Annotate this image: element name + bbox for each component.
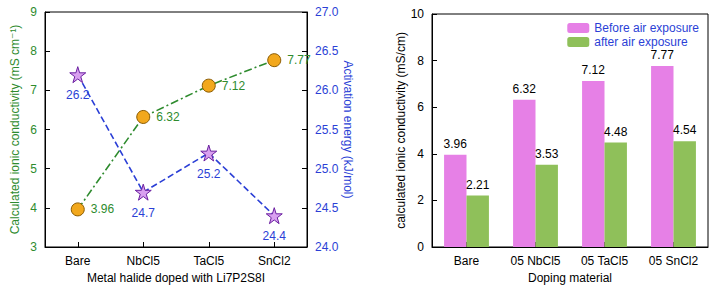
svg-text:24.5: 24.5 <box>315 201 339 215</box>
svg-text:7: 7 <box>30 83 37 97</box>
svg-text:calculated ionic conductivity: calculated ionic conductivity (mS/cm) <box>394 32 408 229</box>
svg-text:Calculated ionic conductivity: Calculated ionic conductivity (mS cm⁻¹) <box>8 25 22 235</box>
svg-text:7.12: 7.12 <box>222 79 246 93</box>
svg-text:2: 2 <box>417 193 424 207</box>
svg-text:24.7: 24.7 <box>132 206 156 220</box>
svg-text:7.12: 7.12 <box>582 63 606 77</box>
svg-text:3.96: 3.96 <box>444 137 468 151</box>
svg-text:Bare: Bare <box>454 254 480 268</box>
svg-text:Before air exposure: Before air exposure <box>594 21 699 35</box>
svg-text:4: 4 <box>30 201 37 215</box>
svg-text:10: 10 <box>411 7 425 21</box>
svg-text:24.0: 24.0 <box>315 240 339 254</box>
svg-text:9: 9 <box>30 5 37 19</box>
svg-text:26.0: 26.0 <box>315 83 339 97</box>
svg-text:7.77: 7.77 <box>651 48 675 62</box>
svg-text:26.2: 26.2 <box>66 88 90 102</box>
svg-text:8: 8 <box>417 54 424 68</box>
svg-text:24.4: 24.4 <box>263 229 287 243</box>
svg-text:4: 4 <box>417 147 424 161</box>
svg-text:3.53: 3.53 <box>535 147 559 161</box>
svg-text:6.32: 6.32 <box>156 110 180 124</box>
svg-text:SnCl2: SnCl2 <box>258 254 291 268</box>
svg-text:25.2: 25.2 <box>197 167 221 181</box>
svg-text:3.96: 3.96 <box>91 202 115 216</box>
svg-text:4.48: 4.48 <box>604 125 628 139</box>
svg-text:TaCl5: TaCl5 <box>193 254 224 268</box>
svg-text:05 TaCl5: 05 TaCl5 <box>581 254 628 268</box>
svg-text:7.77: 7.77 <box>287 53 311 67</box>
svg-text:8: 8 <box>30 44 37 58</box>
svg-text:4.54: 4.54 <box>673 123 697 137</box>
svg-text:5: 5 <box>30 162 37 176</box>
svg-text:6: 6 <box>417 100 424 114</box>
svg-text:Bare: Bare <box>65 254 91 268</box>
svg-text:05 SnCl2: 05 SnCl2 <box>649 254 699 268</box>
svg-text:25.5: 25.5 <box>315 123 339 137</box>
svg-text:27.0: 27.0 <box>315 5 339 19</box>
svg-text:25.0: 25.0 <box>315 162 339 176</box>
svg-text:6: 6 <box>30 123 37 137</box>
svg-text:0: 0 <box>417 240 424 254</box>
svg-text:NbCl5: NbCl5 <box>127 254 161 268</box>
svg-text:Activation energy (kJ/mol): Activation energy (kJ/mol) <box>341 60 355 198</box>
svg-text:26.5: 26.5 <box>315 44 339 58</box>
svg-text:Doping material: Doping material <box>528 271 612 285</box>
svg-text:Metal halide doped with Li7P2S: Metal halide doped with Li7P2S8I <box>87 271 265 285</box>
svg-text:2.21: 2.21 <box>466 178 490 192</box>
svg-text:05 NbCl5: 05 NbCl5 <box>510 254 560 268</box>
svg-text:3: 3 <box>30 240 37 254</box>
svg-text:6.32: 6.32 <box>513 82 537 96</box>
svg-text:after air exposure: after air exposure <box>594 35 688 49</box>
